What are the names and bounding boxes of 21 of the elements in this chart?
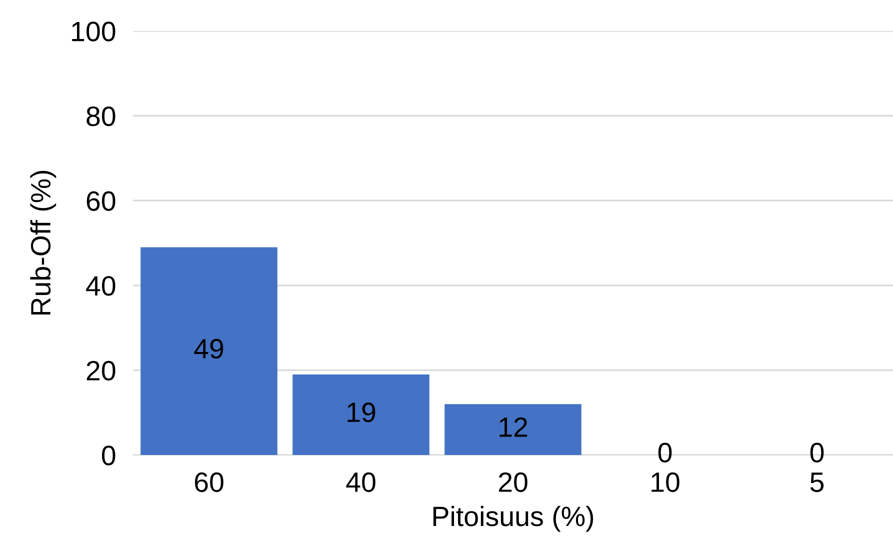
bar (292, 374, 430, 455)
data-label: 0 (658, 442, 672, 462)
bar (444, 404, 582, 455)
y-tick-label: 100 (72, 22, 116, 42)
data-label: 0 (810, 442, 824, 462)
x-axis-title: Pitoisuus (%) (433, 506, 594, 532)
bar (140, 247, 278, 455)
y-tick-label: 20 (86, 360, 116, 381)
data-label: 49 (194, 338, 224, 359)
y-tick-label: 0 (102, 446, 116, 466)
data-label: 12 (500, 417, 528, 437)
y-tick-label: 60 (86, 191, 116, 211)
y-tick-label: 40 (86, 276, 116, 296)
x-tick-label: 40 (346, 472, 376, 492)
x-tick-label: 5 (810, 472, 824, 492)
data-label: 19 (348, 402, 376, 422)
y-axis-title: Rub-Off (%) (30, 170, 56, 315)
x-tick-label: 10 (652, 472, 680, 492)
y-tick-label: 80 (86, 106, 116, 126)
x-tick-label: 20 (498, 472, 528, 492)
x-tick-label: 60 (194, 472, 224, 492)
